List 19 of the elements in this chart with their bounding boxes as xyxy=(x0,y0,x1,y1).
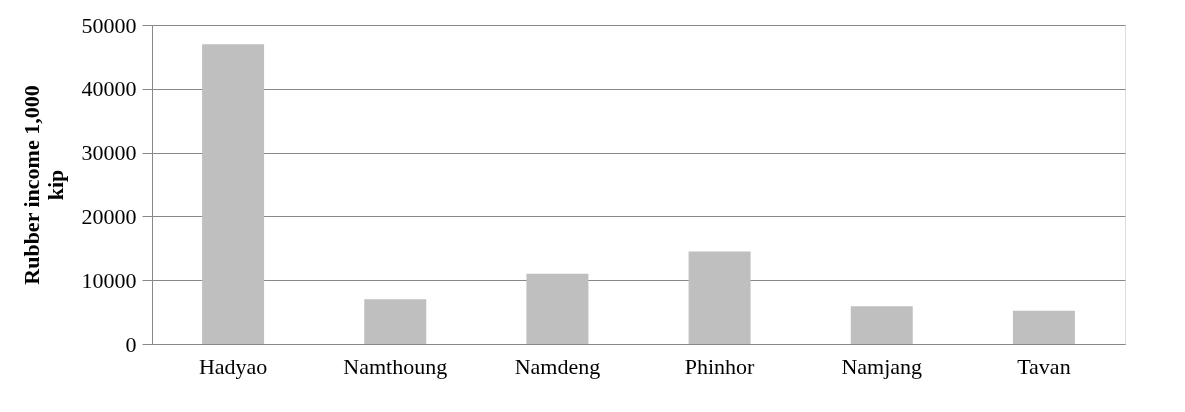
y-tick-label: 20000 xyxy=(81,203,137,229)
y-tick-label: 50000 xyxy=(81,12,137,38)
bar xyxy=(1012,310,1075,344)
bar xyxy=(526,273,589,344)
x-tick-label: Tavan xyxy=(1017,353,1071,379)
bar xyxy=(688,251,751,344)
bar xyxy=(850,306,913,344)
y-axis-title: Rubber income 1,000 kip xyxy=(18,85,68,285)
x-tick-label: Namthoung xyxy=(343,353,448,379)
y-tick-label: 40000 xyxy=(81,76,137,102)
x-tick-label: Namdeng xyxy=(514,353,601,379)
x-tick-label: Phinhor xyxy=(684,353,756,379)
bar xyxy=(202,44,265,344)
x-tick-label: Hadyao xyxy=(198,353,268,379)
y-tick-label: 30000 xyxy=(81,140,137,166)
y-tick-label: 10000 xyxy=(81,267,137,293)
y-tick-label: 0 xyxy=(125,331,137,357)
bar xyxy=(364,299,427,344)
x-tick-label: Namjang xyxy=(841,353,923,379)
